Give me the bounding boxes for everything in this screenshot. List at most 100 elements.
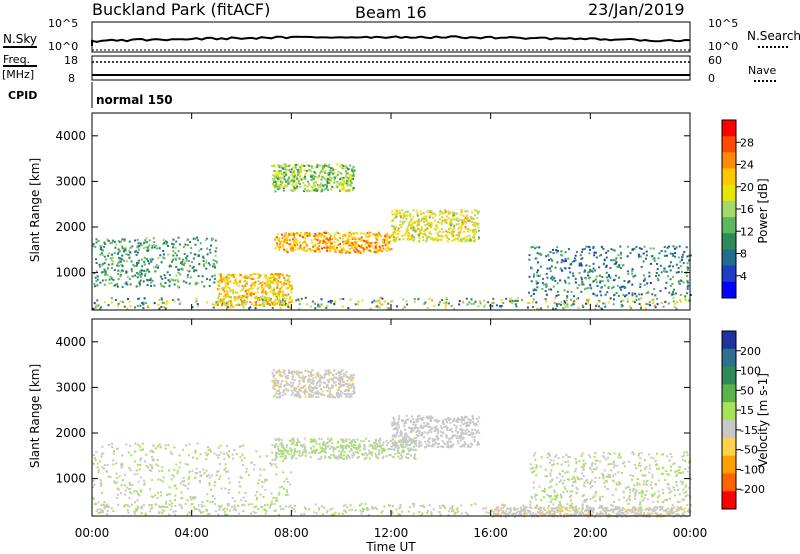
heatmap-cell xyxy=(191,469,194,472)
heatmap-cell xyxy=(136,272,139,274)
heatmap-cell xyxy=(432,508,435,511)
heatmap-cell xyxy=(274,438,277,441)
heatmap-cell xyxy=(325,242,328,245)
heatmap-cell xyxy=(340,438,342,441)
date-title: 23/Jan/2019 xyxy=(588,0,685,19)
heatmap-cell xyxy=(526,306,529,309)
heatmap-cell xyxy=(402,217,405,220)
heatmap-cell xyxy=(610,287,613,290)
heatmap-cell xyxy=(297,181,300,184)
heatmap-cell xyxy=(475,417,478,420)
heatmap-cell xyxy=(607,286,610,288)
heatmap-cell xyxy=(297,298,300,301)
heatmap-cell xyxy=(136,473,139,475)
heatmap-cell xyxy=(154,447,157,450)
heatmap-cell xyxy=(443,219,446,221)
heatmap-cell xyxy=(426,511,429,514)
heatmap-cell xyxy=(374,506,377,509)
heatmap-cell xyxy=(566,295,569,298)
heatmap-cell xyxy=(319,186,322,188)
heatmap-cell xyxy=(340,176,343,179)
heatmap-cell xyxy=(278,453,280,455)
heatmap-cell xyxy=(248,307,251,310)
beam-title: Beam 16 xyxy=(355,3,427,22)
heatmap-cell xyxy=(554,266,557,269)
heatmap-cell xyxy=(545,283,548,286)
heatmap-cell xyxy=(389,504,391,507)
heatmap-cell xyxy=(106,503,109,506)
heatmap-cell xyxy=(157,445,159,448)
heatmap-cell xyxy=(293,370,295,373)
heatmap-cell xyxy=(436,226,439,229)
heatmap-cell xyxy=(450,305,453,307)
heatmap-cell xyxy=(172,250,175,253)
heatmap-cell xyxy=(282,394,285,397)
heatmap-cell xyxy=(456,440,459,443)
heatmap-cell xyxy=(331,185,334,188)
heatmap-cell xyxy=(263,297,266,300)
heatmap-cell xyxy=(160,298,163,301)
heatmap-cell xyxy=(340,450,343,453)
heatmap-cell xyxy=(349,175,352,178)
heatmap-cell xyxy=(247,474,250,477)
heatmap-cell xyxy=(322,394,325,396)
heatmap-cell xyxy=(647,303,650,306)
heatmap-cell xyxy=(186,269,189,272)
heatmap-cell xyxy=(252,468,255,471)
heatmap-cell xyxy=(329,447,332,450)
heatmap-cell xyxy=(312,388,315,391)
heatmap-cell xyxy=(339,384,342,387)
heatmap-cell xyxy=(123,473,126,476)
heatmap-cell xyxy=(413,300,416,303)
heatmap-cell xyxy=(674,247,676,250)
heatmap-cell xyxy=(141,507,144,510)
heatmap-cell xyxy=(426,307,429,309)
heatmap-cell xyxy=(354,451,357,454)
power-heatmap-cells xyxy=(92,163,692,310)
heatmap-cell xyxy=(335,392,338,395)
heatmap-cell xyxy=(443,302,446,305)
heatmap-cell xyxy=(173,468,176,471)
heatmap-cell xyxy=(446,237,449,240)
heatmap-cell xyxy=(652,299,655,302)
heatmap-cell xyxy=(422,416,425,419)
heatmap-cell xyxy=(638,247,641,250)
heatmap-cell xyxy=(121,464,124,467)
heatmap-cell xyxy=(453,307,456,310)
heatmap-cell xyxy=(457,220,460,222)
heatmap-cell xyxy=(198,479,201,482)
heatmap-cell xyxy=(175,258,178,261)
heatmap-cell xyxy=(314,376,317,379)
heatmap-cell xyxy=(351,168,354,171)
heatmap-cell xyxy=(323,177,326,180)
heatmap-cell xyxy=(287,275,290,278)
heatmap-cell xyxy=(143,297,146,300)
heatmap-cell xyxy=(593,254,596,257)
heatmap-cell xyxy=(631,294,634,297)
heatmap-cell xyxy=(328,179,331,182)
heatmap-cell xyxy=(216,261,218,264)
heatmap-cell xyxy=(413,437,416,440)
heatmap-cell xyxy=(229,300,232,302)
heatmap-cell xyxy=(271,292,274,295)
heatmap-cell xyxy=(488,304,491,307)
heatmap-cell xyxy=(158,247,161,250)
heatmap-cell xyxy=(458,235,461,238)
heatmap-cell xyxy=(535,280,538,283)
heatmap-cell xyxy=(385,440,388,443)
heatmap-cell xyxy=(265,302,268,305)
heatmap-cell xyxy=(312,394,315,397)
heatmap-cell xyxy=(403,214,406,217)
heatmap-cell xyxy=(427,224,430,227)
heatmap-cell xyxy=(225,278,228,281)
heatmap-cell xyxy=(412,239,415,242)
heatmap-cell xyxy=(287,377,290,380)
heatmap-cell xyxy=(397,451,399,454)
heatmap-cell xyxy=(264,274,267,277)
heatmap-cell xyxy=(121,301,124,304)
heatmap-cell xyxy=(324,447,327,450)
heatmap-cell xyxy=(285,173,288,176)
heatmap-cell xyxy=(318,385,321,388)
heatmap-cell xyxy=(464,511,467,514)
heatmap-cell xyxy=(581,503,584,506)
